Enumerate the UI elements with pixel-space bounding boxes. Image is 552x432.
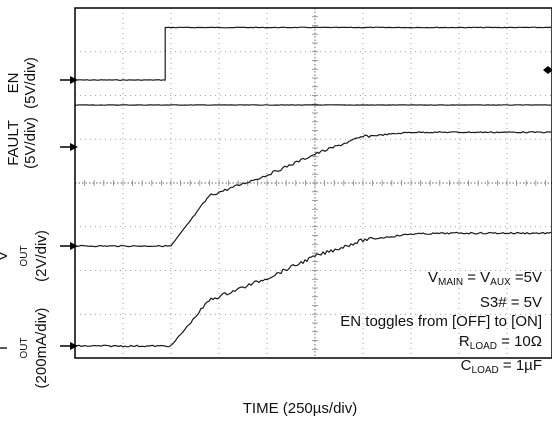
note-cload: CLOAD = 1µF (460, 357, 542, 376)
iout-ground-marker (70, 342, 78, 350)
vout-ground-marker (70, 242, 78, 250)
grid (74, 7, 552, 359)
channel-markers (60, 66, 552, 350)
iout-channel-label: IOUT (200mA/div) (0, 278, 50, 418)
en-trace (75, 26, 552, 81)
iout-label-name: IOUT (0, 337, 30, 359)
vout-trace (74, 131, 551, 248)
en-ground-marker (70, 76, 78, 84)
note-rload: RLOAD = 10Ω (458, 332, 542, 352)
note-s3: S3# = 5V (479, 293, 542, 311)
trigger-marker (543, 66, 552, 74)
fault-ground-marker (70, 143, 78, 151)
traces (74, 26, 552, 348)
test-conditions: VMAIN = VAUX =5V S3# = 5V EN toggles fro… (340, 268, 542, 381)
note-en-toggle: EN toggles from [OFF] to [ON] (340, 313, 542, 330)
x-axis-label: TIME (250µs/div) (242, 400, 358, 417)
iout-trace (74, 231, 552, 348)
plot-frame (74, 7, 552, 359)
iout-label-scale: (200mA/div) (33, 307, 50, 389)
note-supply: VMAIN = VAUX =5V (428, 269, 542, 288)
